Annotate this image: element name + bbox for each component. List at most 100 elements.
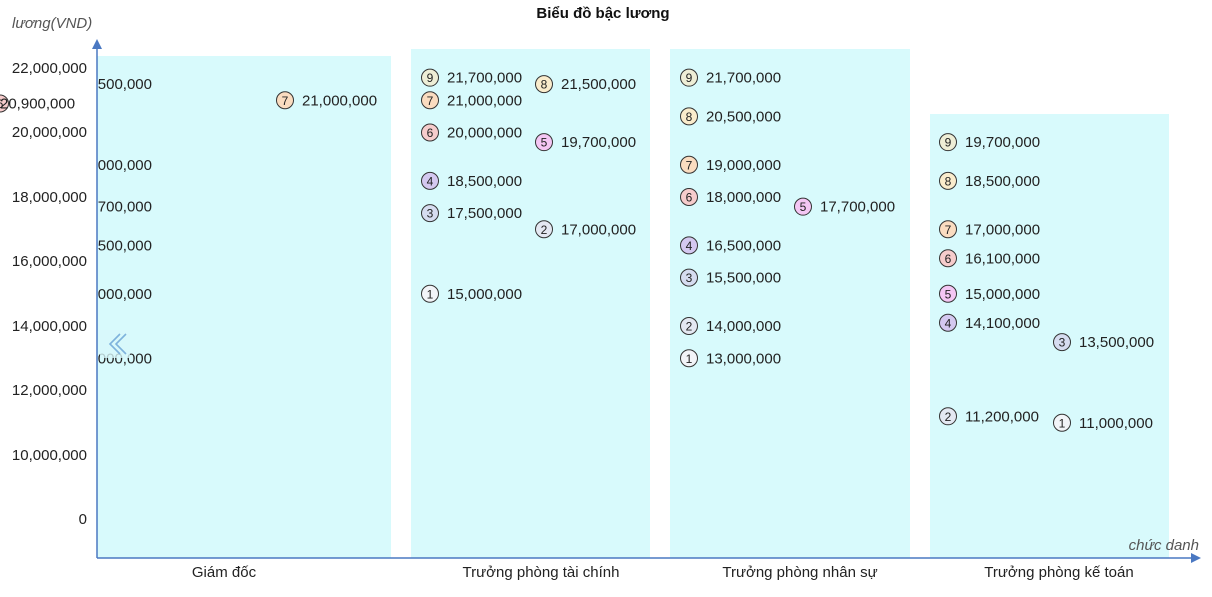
level-number: 2 [945,410,952,424]
category-band [930,114,1169,558]
salary-value-label: 15,000,000 [447,286,522,303]
salary-point: 5 15,000,000 [939,284,1040,303]
salary-value-label: 19,700,000 [965,134,1040,151]
salary-point: 9 19,700,000 [939,133,1040,152]
level-number: 6 [945,252,952,266]
level-number: 6 [0,97,4,111]
level-marker [680,268,698,287]
level-marker [680,317,698,335]
salary-point: 5 19,700,000 [535,133,636,152]
salary-value-label: 13,500,000 [1079,334,1154,351]
level-number: 2 [686,320,693,334]
x-axis-arrow [1191,553,1201,563]
x-axis-categories: Giám đốc Trưởng phòng tài chính Trưởng phò… [192,564,1134,581]
salary-value-label: 20,900,000 [0,95,75,112]
level-number: 5 [800,200,807,214]
level-number: 9 [945,136,952,150]
level-marker [1053,333,1071,352]
level-number: 9 [686,71,693,85]
y-tick-label: 18,000,000 [12,189,87,206]
level-marker [680,107,698,126]
level-marker [939,407,957,426]
y-tick-label: 10,000,000 [12,447,87,464]
salary-point: 8 18,500,000 [939,171,1040,190]
level-marker [939,249,957,268]
y-tick-label: 20,000,000 [12,124,87,141]
level-marker [680,236,698,255]
clipped-value-label: 500,000 [98,76,152,93]
level-number: 2 [541,223,548,237]
level-marker [421,284,439,303]
salary-points: 721,000,000620,900,000921,700,000821,500… [0,68,1154,432]
category-band [97,56,391,558]
level-number: 5 [541,136,548,150]
salary-value-label: 21,700,000 [706,70,781,87]
level-number: 1 [1059,416,1066,430]
salary-point: 6 20,000,000 [421,123,522,142]
salary-point: 4 18,500,000 [421,171,522,190]
clipped-value-label: 000,000 [98,286,152,303]
level-number: 1 [427,287,434,301]
level-marker [680,188,698,206]
salary-point: 8 20,500,000 [680,107,781,126]
level-number: 6 [427,126,434,140]
level-number: 3 [427,207,434,221]
x-axis-title: chức danh [1129,537,1199,554]
double-chevron-left-icon[interactable] [100,330,130,358]
salary-point: 2 17,000,000 [535,220,636,239]
salary-point: 3 17,500,000 [421,204,522,223]
salary-value-label: 17,000,000 [965,221,1040,238]
level-marker [680,68,698,87]
salary-point: 6 18,000,000 [680,188,781,206]
level-number: 5 [945,287,952,301]
salary-point: 620,900,000 [0,94,75,112]
level-marker [421,91,439,110]
level-number: 7 [945,223,952,237]
salary-value-label: 21,700,000 [447,70,522,87]
salary-value-label: 21,000,000 [447,92,522,109]
clipped-value-label: 700,000 [98,199,152,216]
salary-value-label: 20,000,000 [447,125,522,142]
salary-point: 3 15,500,000 [680,268,781,287]
level-number: 8 [686,110,693,124]
y-tick-label: 12,000,000 [12,382,87,399]
level-number: 4 [686,239,693,253]
salary-point: 4 16,500,000 [680,236,781,255]
salary-value-label: 11,200,000 [965,408,1039,425]
level-number: 7 [427,94,434,108]
category-band [670,49,910,558]
level-marker [680,155,698,174]
x-category-label: Giám đốc [192,564,257,581]
salary-point: 7 19,000,000 [680,155,781,174]
salary-point: 7 17,000,000 [939,220,1040,239]
y-tick-label: 0 [79,511,87,528]
salary-value-label: 15,500,000 [706,270,781,287]
clipped-value-label: 000,000 [98,157,152,174]
level-marker [535,133,553,152]
salary-value-label: 17,000,000 [561,221,636,238]
salary-value-label: 18,500,000 [447,173,522,190]
salary-value-label: 16,500,000 [706,237,781,254]
salary-point: 9 21,700,000 [680,68,781,87]
salary-value-label: 14,000,000 [706,318,781,335]
salary-value-label: 21,000,000 [302,92,377,109]
level-marker [421,171,439,190]
salary-point: 5 17,700,000 [794,197,895,216]
salary-point: 1 15,000,000 [421,284,522,303]
salary-value-label: 21,500,000 [561,76,636,93]
level-number: 4 [427,174,434,188]
salary-point: 2 14,000,000 [680,317,781,335]
salary-value-label: 19,700,000 [561,134,636,151]
salary-point: 9 21,700,000 [421,68,522,87]
salary-value-label: 14,100,000 [965,315,1040,332]
salary-value-label: 15,000,000 [965,286,1040,303]
level-marker [939,133,957,152]
salary-value-label: 17,500,000 [447,205,522,222]
level-marker [794,197,812,216]
level-marker [421,123,439,142]
level-marker [276,91,294,110]
y-axis-title: lương(VND) [12,15,92,32]
salary-point: 8 21,500,000 [535,75,636,94]
salary-value-label: 16,100,000 [965,250,1040,267]
